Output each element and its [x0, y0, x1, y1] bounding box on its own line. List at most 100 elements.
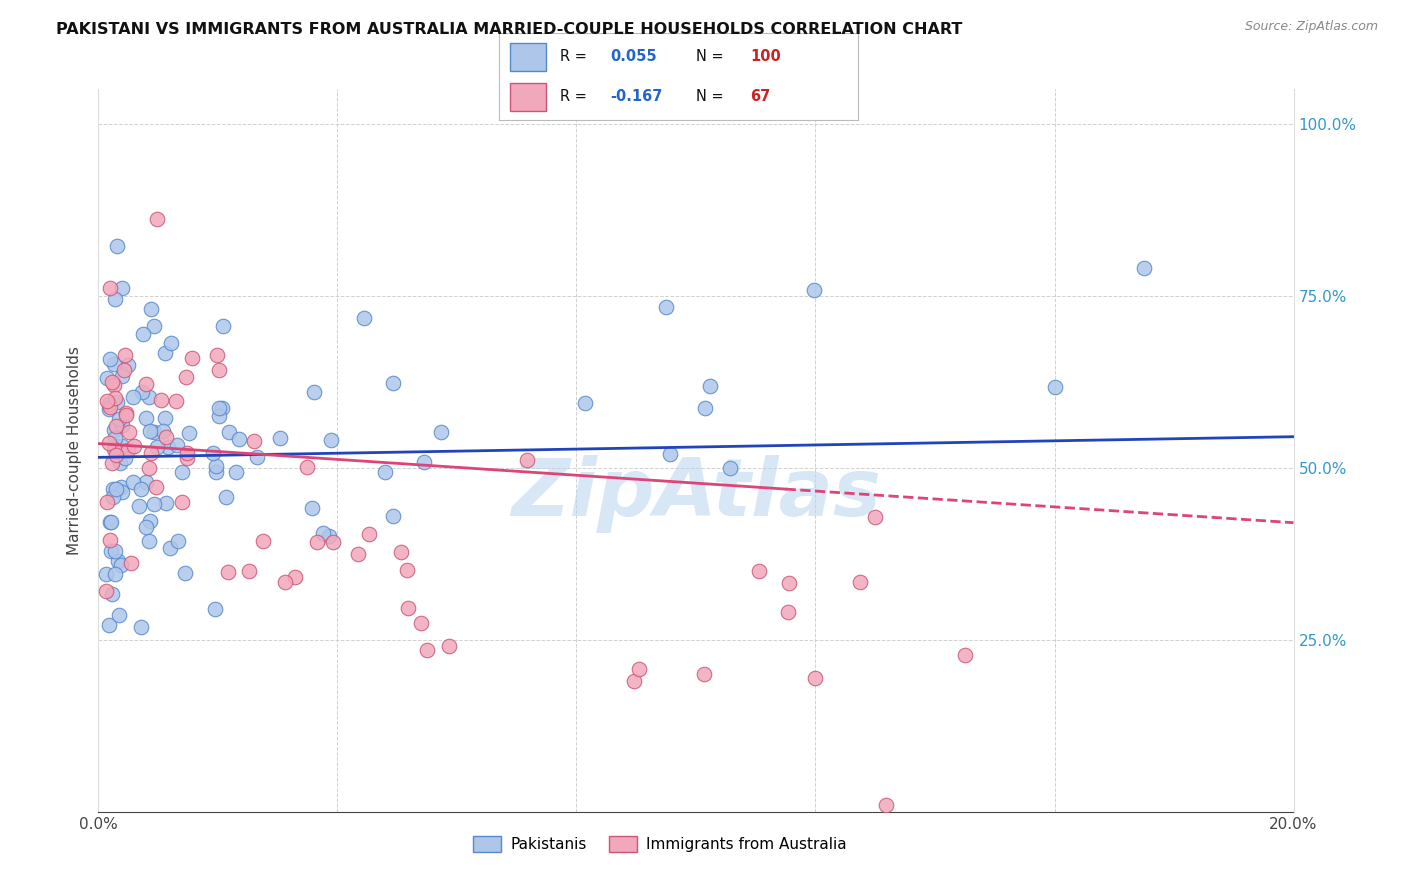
Point: [115, 406, 138, 420]
Point: [155, 496, 177, 510]
Point: [252, 533, 274, 548]
Point: [211, 401, 233, 415]
Point: [101, 587, 124, 601]
Point: [98, 351, 121, 366]
Point: [381, 508, 404, 523]
Point: [103, 441, 125, 455]
Point: [848, 574, 870, 589]
Point: [101, 456, 124, 470]
Point: [395, 563, 418, 577]
Point: [139, 302, 162, 317]
Point: [104, 543, 127, 558]
Point: [111, 368, 134, 383]
Point: [110, 480, 132, 494]
Point: [439, 639, 461, 653]
Point: [156, 441, 179, 455]
Point: [204, 602, 226, 616]
Point: [135, 376, 157, 391]
Point: [105, 239, 128, 253]
Text: 100: 100: [751, 49, 780, 63]
Point: [208, 362, 231, 376]
Point: [953, 648, 976, 662]
Point: [96, 393, 118, 408]
Point: [627, 662, 650, 676]
Point: [104, 431, 127, 445]
Point: [105, 482, 128, 496]
Point: [218, 425, 240, 439]
Point: [97, 397, 120, 411]
Point: [138, 460, 160, 475]
Point: [135, 410, 157, 425]
Point: [96, 371, 118, 385]
Point: [170, 495, 193, 509]
Point: [243, 434, 266, 448]
Point: [101, 375, 124, 389]
Point: [110, 558, 132, 573]
Point: [100, 515, 122, 529]
Point: [111, 485, 134, 500]
Point: [117, 425, 139, 440]
Point: [112, 363, 135, 377]
Text: PAKISTANI VS IMMIGRANTS FROM AUSTRALIA MARRIED-COUPLE HOUSEHOLDS CORRELATION CHA: PAKISTANI VS IMMIGRANTS FROM AUSTRALIA M…: [56, 22, 963, 37]
Point: [94, 567, 117, 582]
Point: [658, 447, 681, 461]
Point: [131, 385, 153, 400]
Point: [159, 541, 181, 556]
Point: [135, 520, 157, 534]
Point: [108, 607, 131, 622]
Point: [129, 482, 152, 496]
Text: 67: 67: [751, 89, 770, 103]
Point: [146, 441, 169, 455]
Point: [98, 515, 121, 529]
Point: [104, 391, 127, 405]
Point: [138, 390, 160, 404]
Point: [166, 438, 188, 452]
Point: [693, 667, 716, 681]
Point: [103, 442, 125, 456]
Point: [122, 390, 145, 404]
Point: [803, 284, 825, 298]
Point: [117, 358, 139, 372]
Text: Source: ZipAtlas.com: Source: ZipAtlas.com: [1244, 20, 1378, 33]
Point: [160, 336, 183, 351]
Point: [97, 401, 120, 416]
Point: [804, 671, 827, 685]
Legend: Pakistanis, Immigrants from Australia: Pakistanis, Immigrants from Australia: [467, 830, 853, 858]
Point: [284, 569, 307, 583]
Point: [396, 601, 419, 615]
Point: [108, 412, 131, 426]
Point: [177, 425, 200, 440]
Point: [146, 212, 169, 227]
Point: [623, 674, 645, 689]
Point: [166, 533, 188, 548]
Point: [307, 535, 329, 549]
Point: [875, 797, 897, 812]
Point: [139, 446, 162, 460]
Point: [165, 393, 187, 408]
Point: [297, 459, 319, 474]
Point: [143, 318, 166, 333]
Point: [353, 310, 375, 325]
Point: [176, 446, 198, 460]
Point: [174, 566, 197, 580]
Point: [122, 475, 145, 490]
Point: [574, 395, 596, 409]
Point: [111, 418, 134, 433]
Point: [180, 351, 202, 365]
Point: [346, 547, 368, 561]
Point: [430, 425, 453, 439]
Point: [94, 583, 117, 598]
Point: [114, 348, 136, 362]
Point: [103, 357, 125, 371]
Text: R =: R =: [560, 89, 592, 103]
Point: [246, 450, 269, 465]
Point: [205, 347, 228, 361]
Point: [139, 514, 162, 528]
Point: [104, 418, 127, 433]
Point: [1133, 261, 1156, 276]
Point: [153, 346, 176, 360]
Point: [208, 409, 231, 424]
Point: [110, 281, 132, 295]
Point: [217, 565, 239, 579]
Point: [131, 619, 153, 633]
